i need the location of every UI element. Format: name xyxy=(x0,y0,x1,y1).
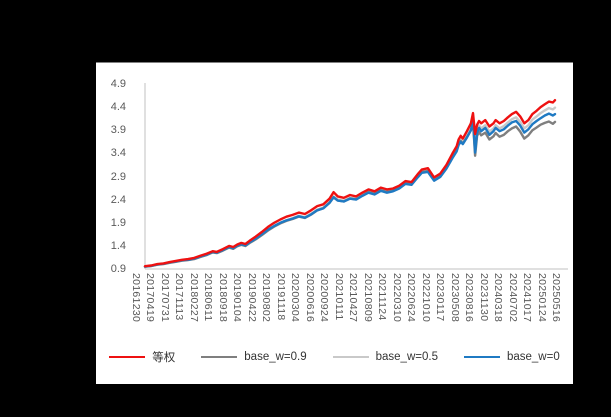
legend-label: base_w=0 xyxy=(506,351,560,363)
x-tick-label: 20190802 xyxy=(260,273,273,323)
y-tick-label: 1.4 xyxy=(110,239,126,252)
x-tick-label: 20161230 xyxy=(130,273,142,323)
x-tick-label: 20241017 xyxy=(521,273,534,323)
series-line-等权 xyxy=(143,99,557,268)
chart-panel[interactable]: 4.9 4.4 3.9 3.4 2.9 2.4 1.9 1.4 0.9 20161230 2017… xyxy=(96,62,573,384)
x-tick-label: 20190104 xyxy=(231,273,244,323)
x-tick-label: 20200924 xyxy=(318,273,331,323)
y-tick-label: 1.9 xyxy=(110,216,126,229)
x-tick-label: 20180227 xyxy=(187,273,200,323)
legend-item-等权[interactable]: 等权 xyxy=(109,349,175,365)
x-tick-label: 20200616 xyxy=(303,273,316,323)
x-tick-label: 20180918 xyxy=(216,273,229,323)
y-tick-label: 3.4 xyxy=(110,147,126,160)
x-tick-label: 20240318 xyxy=(492,273,505,323)
y-tick-label: 2.4 xyxy=(110,193,126,206)
legend-item-base_w=0.9[interactable]: base_w=0.9 xyxy=(201,351,307,363)
x-tick-label: 20230816 xyxy=(463,273,476,323)
x-tick-label: 20240702 xyxy=(506,273,519,323)
x-tick-label: 20250124 xyxy=(535,273,548,323)
legend-line-swatch-icon xyxy=(332,355,369,359)
legend-label: base_w=0.9 xyxy=(244,351,307,363)
x-tick-label: 20210427 xyxy=(347,273,360,323)
x-tick-label: 20231130 xyxy=(477,273,490,322)
legend-item-base_w=0.5[interactable]: base_w=0.5 xyxy=(332,351,438,363)
line-chart xyxy=(143,83,568,270)
x-tick-label: 20170419 xyxy=(144,273,157,323)
x-tick-label: 20170731 xyxy=(158,273,171,323)
x-tick-label: 20230117 xyxy=(434,273,447,322)
y-tick-label: 3.9 xyxy=(110,124,126,137)
x-tick-label: 20250516 xyxy=(550,273,562,323)
x-tick-label: 20210809 xyxy=(361,273,374,323)
x-tick-label: 20211124 xyxy=(376,273,389,321)
legend-item-base_w=0[interactable]: base_w=0 xyxy=(463,351,560,363)
y-tick-label: 4.4 xyxy=(110,101,126,114)
chart-legend: 等权 base_w=0.9 base_w=0.5 base_w=0 xyxy=(96,349,573,365)
legend-line-swatch-icon xyxy=(463,355,500,359)
y-tick-label: 2.9 xyxy=(110,170,126,183)
x-tick-label: 20230508 xyxy=(448,273,461,323)
legend-line-swatch-icon xyxy=(201,355,238,359)
x-tick-label: 20220310 xyxy=(390,273,403,323)
legend-line-swatch-icon xyxy=(109,355,146,359)
x-tick-label: 20210111 xyxy=(332,273,345,321)
y-tick-label: 0.9 xyxy=(110,263,126,275)
legend-label: base_w=0.5 xyxy=(375,351,438,363)
x-tick-label: 20220624 xyxy=(405,273,418,323)
x-tick-label: 20191118 xyxy=(274,273,287,321)
x-tick-label: 20171113 xyxy=(173,273,186,321)
x-tick-label: 20190422 xyxy=(245,273,258,323)
x-tick-label: 20180611 xyxy=(202,273,215,322)
x-tick-label: 20221010 xyxy=(419,273,432,323)
x-tick-label: 20200304 xyxy=(289,273,302,323)
y-tick-label: 4.9 xyxy=(110,78,126,90)
legend-label: 等权 xyxy=(152,352,176,364)
